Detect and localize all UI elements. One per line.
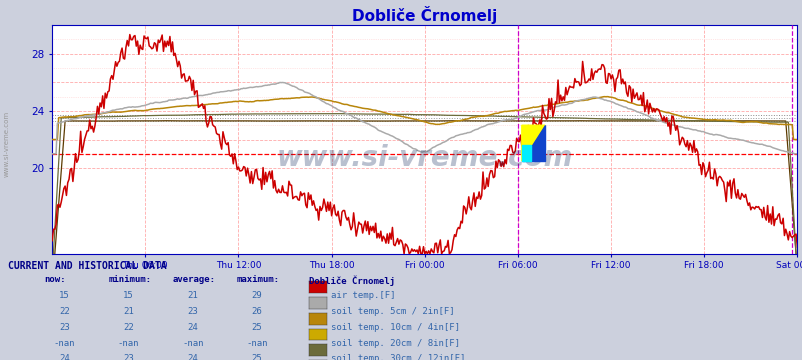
Text: 22: 22 — [59, 307, 70, 316]
Text: CURRENT AND HISTORICAL DATA: CURRENT AND HISTORICAL DATA — [8, 261, 167, 271]
Text: now:: now: — [44, 275, 66, 284]
Text: soil temp. 5cm / 2in[F]: soil temp. 5cm / 2in[F] — [330, 307, 454, 316]
Text: 24: 24 — [187, 355, 198, 360]
Text: -nan: -nan — [118, 339, 139, 348]
Text: average:: average: — [172, 275, 216, 284]
Text: 23: 23 — [59, 323, 70, 332]
Text: 23: 23 — [123, 355, 134, 360]
Text: minimum:: minimum: — [108, 275, 152, 284]
Text: 25: 25 — [251, 323, 262, 332]
Text: 29: 29 — [251, 291, 262, 300]
Title: Dobliče Črnomelj: Dobliče Črnomelj — [352, 6, 496, 24]
Text: Dobliče Črnomelj: Dobliče Črnomelj — [309, 275, 395, 286]
Text: www.si-vreme.com: www.si-vreme.com — [3, 111, 9, 177]
Text: 23: 23 — [187, 307, 198, 316]
Text: 25: 25 — [251, 355, 262, 360]
Polygon shape — [521, 125, 545, 161]
Text: maximum:: maximum: — [237, 275, 280, 284]
Text: -nan: -nan — [246, 339, 267, 348]
Text: 15: 15 — [123, 291, 134, 300]
Text: 24: 24 — [59, 355, 70, 360]
Text: www.si-vreme.com: www.si-vreme.com — [276, 144, 573, 172]
Bar — [521, 145, 530, 161]
Text: 24: 24 — [187, 323, 198, 332]
Polygon shape — [521, 125, 545, 161]
Text: 22: 22 — [123, 323, 134, 332]
Text: 21: 21 — [123, 307, 134, 316]
Text: -nan: -nan — [182, 339, 203, 348]
Text: soil temp. 30cm / 12in[F]: soil temp. 30cm / 12in[F] — [330, 355, 464, 360]
Text: soil temp. 10cm / 4in[F]: soil temp. 10cm / 4in[F] — [330, 323, 460, 332]
Text: 26: 26 — [251, 307, 262, 316]
Text: air temp.[F]: air temp.[F] — [330, 291, 395, 300]
Text: -nan: -nan — [54, 339, 75, 348]
Text: 21: 21 — [187, 291, 198, 300]
Text: 15: 15 — [59, 291, 70, 300]
Text: soil temp. 20cm / 8in[F]: soil temp. 20cm / 8in[F] — [330, 339, 460, 348]
